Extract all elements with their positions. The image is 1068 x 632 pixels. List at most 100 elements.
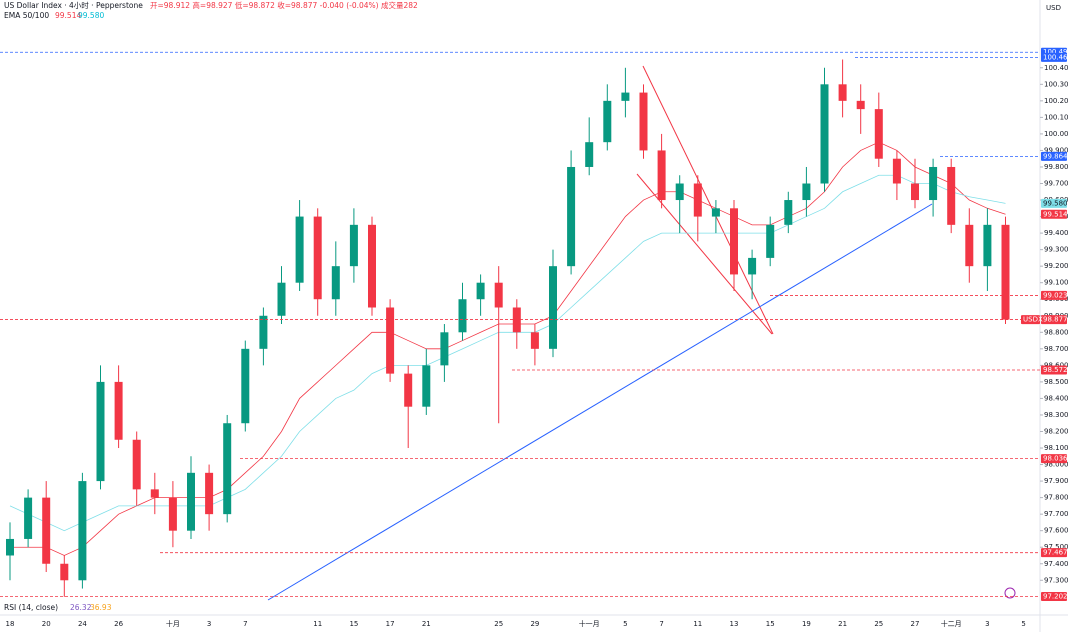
x-tick-label: 5	[1021, 620, 1025, 628]
candle-body	[730, 208, 738, 275]
candle-body	[549, 266, 557, 349]
x-tick-label: 20	[42, 620, 51, 628]
candle-body	[6, 538, 14, 556]
y-tick-label: 97.700	[1044, 510, 1068, 518]
price-tag	[1041, 52, 1067, 62]
price-tag	[1041, 454, 1067, 464]
price-tag-label: 99.514	[1043, 210, 1068, 218]
price-tag-label: 97.467	[1043, 549, 1068, 557]
x-tick-label: 十月	[166, 619, 180, 628]
candle-body	[150, 489, 159, 498]
x-tick-label: 3	[985, 620, 989, 628]
y-tick-label: 97.800	[1044, 494, 1068, 502]
candle-body	[259, 315, 268, 349]
symbol-tag-label: USDX	[1023, 316, 1043, 324]
y-tick-label: 100.200	[1044, 97, 1068, 105]
x-tick-label: 17	[386, 620, 395, 628]
x-tick-label: 18	[6, 620, 15, 628]
x-tick-label: 25	[874, 620, 883, 628]
price-tag	[1041, 315, 1067, 325]
price-tag-label: 99.023	[1043, 291, 1068, 299]
candle-body	[422, 365, 431, 407]
alert-icon	[1004, 587, 1016, 599]
candle-body	[205, 472, 214, 515]
candle-body	[983, 224, 992, 267]
price-tag	[1041, 548, 1067, 558]
candle-body	[313, 216, 322, 300]
x-tick-label: 11	[313, 620, 322, 628]
x-tick-label: 25	[494, 620, 503, 628]
y-tick-label: 99.200	[1044, 262, 1068, 270]
candle-body	[1001, 224, 1010, 320]
candle-body	[187, 472, 195, 531]
candle-body	[693, 183, 702, 217]
candle-body	[784, 200, 793, 225]
candle-body	[241, 348, 250, 424]
symbol-tag	[1021, 315, 1040, 325]
price-tag-label: 98.572	[1043, 366, 1068, 374]
candle-body	[78, 481, 87, 581]
candle-body	[567, 166, 576, 267]
candle-body	[494, 282, 503, 308]
ema-value: 99.580	[78, 11, 104, 20]
candle-body	[621, 92, 630, 101]
price-tag	[1041, 198, 1067, 208]
x-tick-label: 13	[730, 620, 739, 628]
candle-body	[60, 563, 69, 581]
price-tag-label: 100.463	[1043, 53, 1068, 61]
y-tick-label: 98.100	[1044, 444, 1068, 452]
candle-body	[96, 381, 105, 482]
x-tick-label: 7	[243, 620, 247, 628]
candle-body	[603, 100, 612, 143]
y-tick-label: 100.000	[1044, 130, 1068, 138]
candle-body	[386, 307, 395, 374]
y-tick-label: 98.800	[1044, 328, 1068, 336]
price-tag	[1041, 209, 1067, 219]
x-tick-label: 7	[659, 620, 663, 628]
y-tick-label: 97.300	[1044, 576, 1068, 584]
candle-body	[965, 224, 974, 267]
candle-body	[892, 158, 901, 184]
y-tick-label: 97.400	[1044, 560, 1068, 568]
ema-value: 99.514	[55, 11, 81, 20]
price-tag	[1041, 290, 1067, 300]
candle-body	[639, 92, 648, 151]
y-tick-label: 99.700	[1044, 180, 1068, 188]
ema-label: EMA 50/100	[4, 11, 49, 20]
y-tick-label: 97.600	[1044, 527, 1068, 535]
x-tick-label: 27	[911, 620, 920, 628]
y-tick-label: 100.400	[1044, 64, 1068, 72]
candle-body	[657, 150, 666, 201]
candle-body	[114, 381, 123, 440]
y-tick-label: 97.500	[1044, 543, 1068, 551]
y-tick-label: 99.100	[1044, 279, 1068, 287]
y-tick-label: 100.100	[1044, 113, 1068, 121]
price-tag-label: 99.864	[1043, 152, 1068, 160]
candle-body	[349, 224, 358, 267]
x-tick-label: 24	[78, 620, 87, 628]
candle-body	[42, 497, 51, 564]
candle-body	[440, 332, 449, 366]
x-tick-label: 21	[838, 620, 847, 628]
candle-body	[820, 84, 829, 184]
price-tag-label: 98.036	[1043, 455, 1068, 463]
y-tick-label: 97.900	[1044, 477, 1068, 485]
candle-body	[331, 266, 340, 300]
candle-body	[223, 423, 232, 515]
price-tag	[1041, 151, 1067, 161]
trend-line	[267, 203, 933, 601]
candle-body	[132, 439, 141, 490]
header-quote: 开=98.912 高=98.927 低=98.872 收=98.877 -0.0…	[150, 0, 418, 10]
candle-body	[168, 497, 177, 531]
y-tick-label: 98.400	[1044, 394, 1068, 402]
price-tag	[1041, 591, 1067, 601]
x-tick-label: 19	[802, 620, 811, 628]
x-tick-label: 15	[766, 620, 775, 628]
y-tick-label: 98.700	[1044, 345, 1068, 353]
x-tick-label: 3	[207, 620, 211, 628]
y-tick-label: 100.300	[1044, 80, 1068, 88]
candle-body	[404, 373, 413, 407]
candle-body	[838, 84, 847, 101]
